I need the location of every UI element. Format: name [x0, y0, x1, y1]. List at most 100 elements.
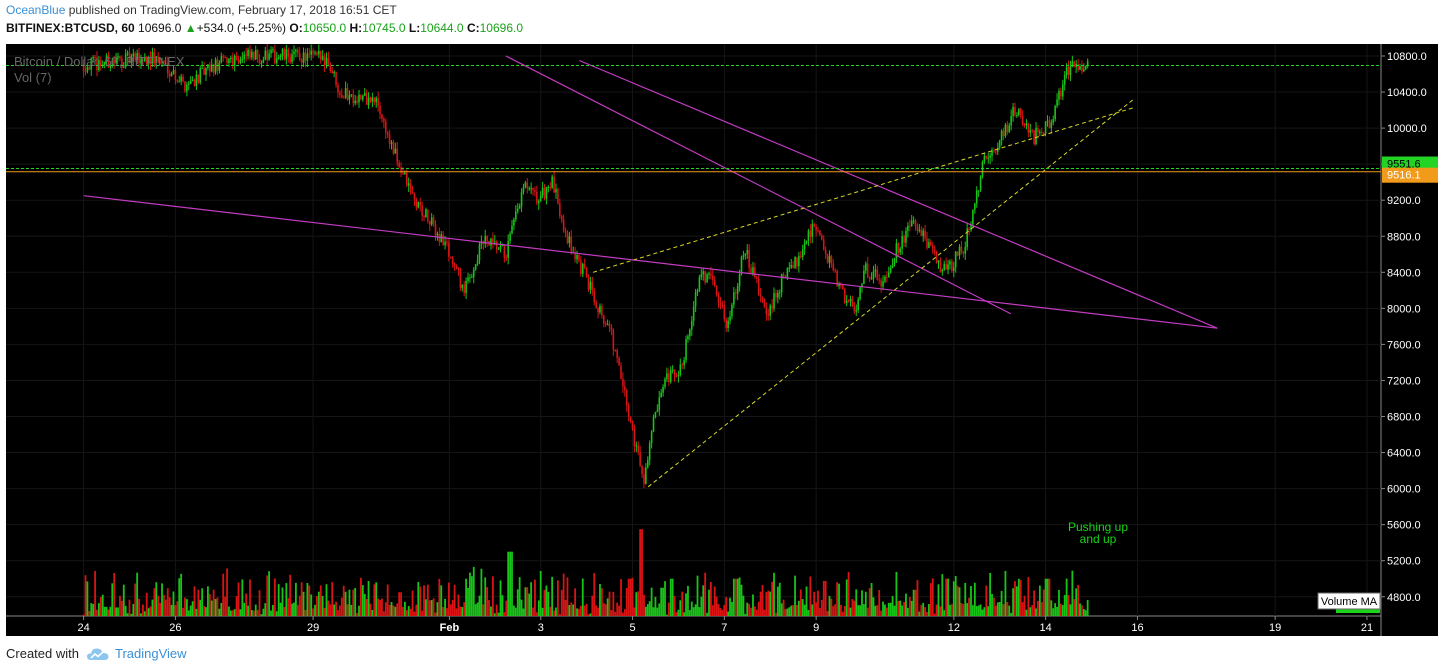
volume-bar	[231, 610, 234, 616]
volume-bar	[1063, 595, 1066, 616]
candle-body	[832, 263, 835, 271]
candle-body	[94, 57, 96, 59]
volume-indicator-label[interactable]: Vol (7)	[14, 70, 52, 85]
volume-bar	[966, 603, 969, 616]
high-value: 10745.0	[362, 21, 406, 35]
volume-bar	[444, 598, 446, 616]
candle-body	[1035, 127, 1037, 144]
candle-body	[203, 67, 205, 75]
volume-bar	[788, 607, 791, 616]
volume-bar	[889, 602, 892, 616]
candle-body	[302, 52, 305, 63]
volume-bar	[289, 574, 292, 616]
candle-body	[304, 52, 307, 61]
volume-bar	[866, 607, 869, 616]
volume-bar	[1056, 606, 1058, 616]
tradingview-link[interactable]: TradingView	[114, 646, 187, 661]
candle-body	[520, 192, 523, 207]
x-tick-label: 29	[307, 622, 319, 634]
volume-bar	[369, 603, 372, 616]
volume-bar	[906, 607, 909, 616]
y-tick-label: 5200.0	[1387, 556, 1421, 568]
volume-bar	[602, 603, 605, 616]
volume-bar	[631, 577, 634, 616]
candle-body	[507, 240, 509, 258]
volume-bar	[746, 602, 749, 616]
candle-body	[742, 255, 745, 257]
volume-bar	[834, 604, 837, 616]
volume-bar	[710, 582, 712, 616]
candle-body	[147, 57, 150, 64]
candle-body	[614, 349, 617, 351]
candle-body	[316, 52, 318, 55]
candle-body	[300, 59, 303, 63]
candle-body	[926, 238, 928, 248]
volume-bar	[618, 605, 620, 616]
price-chart[interactable]: Bitcoin / Dollar, 60, BITFINEX Vol (7) P…	[0, 40, 1438, 636]
y-tick-label: 6800.0	[1387, 412, 1421, 424]
volume-bar	[402, 606, 404, 616]
volume-bar	[207, 586, 209, 616]
candle-body	[648, 443, 651, 460]
candle-body	[652, 417, 655, 432]
candle-body	[340, 94, 343, 98]
candle-body	[1021, 115, 1024, 124]
candle-body	[425, 209, 427, 218]
candle-body	[666, 373, 668, 379]
volume-bar	[272, 604, 274, 616]
volume-bar	[302, 591, 305, 616]
candle-body	[455, 266, 458, 268]
candle-body	[845, 300, 848, 303]
volume-bar	[1067, 595, 1070, 616]
candle-body	[616, 350, 618, 358]
volume-bar	[1033, 590, 1036, 616]
volume-bar	[178, 578, 181, 616]
candle-body	[646, 459, 649, 468]
volume-bar	[484, 577, 487, 616]
candle-body	[155, 56, 158, 63]
volume-bar	[363, 593, 366, 616]
volume-bar	[382, 611, 385, 616]
volume-ma-tooltip	[1317, 592, 1381, 610]
candle-body	[731, 304, 733, 317]
volume-bar	[260, 614, 263, 616]
volume-bar	[249, 579, 251, 616]
volume-bar	[331, 582, 334, 616]
candle-body	[107, 55, 110, 68]
volume-bar	[386, 584, 389, 616]
candle-body	[321, 56, 324, 60]
volume-bar	[358, 605, 360, 616]
candle-body	[138, 53, 140, 64]
author-link[interactable]: OceanBlue	[6, 3, 66, 17]
volume-bar	[830, 598, 833, 616]
candle-body	[937, 260, 940, 263]
candle-body	[201, 67, 203, 69]
price-axis-bg	[1381, 44, 1438, 636]
price-badge-label: 9551.6	[1387, 159, 1421, 171]
candle-body	[683, 360, 685, 365]
volume-bar	[384, 602, 387, 616]
volume-bar	[314, 604, 316, 616]
volume-bar	[379, 599, 381, 616]
volume-bar	[354, 587, 357, 616]
candle-body	[551, 176, 553, 188]
candle-body	[914, 220, 917, 227]
candle-body	[601, 305, 603, 316]
candle-body	[1054, 106, 1056, 120]
candle-body	[383, 118, 385, 122]
volume-bar	[245, 593, 248, 616]
candle-body	[677, 374, 680, 377]
candle-body	[335, 71, 337, 85]
volume-bar	[968, 597, 970, 616]
candle-body	[916, 226, 919, 231]
close-label: C:	[466, 21, 480, 35]
candle-body	[534, 189, 536, 192]
volume-bar	[254, 604, 257, 616]
volume-bar	[692, 607, 695, 616]
volume-bar	[671, 578, 674, 616]
candle-body	[453, 264, 456, 267]
trendlines[interactable]	[83, 55, 1218, 488]
volume-bar	[151, 599, 154, 616]
candle-body	[297, 49, 299, 54]
candle-body	[1063, 74, 1066, 85]
